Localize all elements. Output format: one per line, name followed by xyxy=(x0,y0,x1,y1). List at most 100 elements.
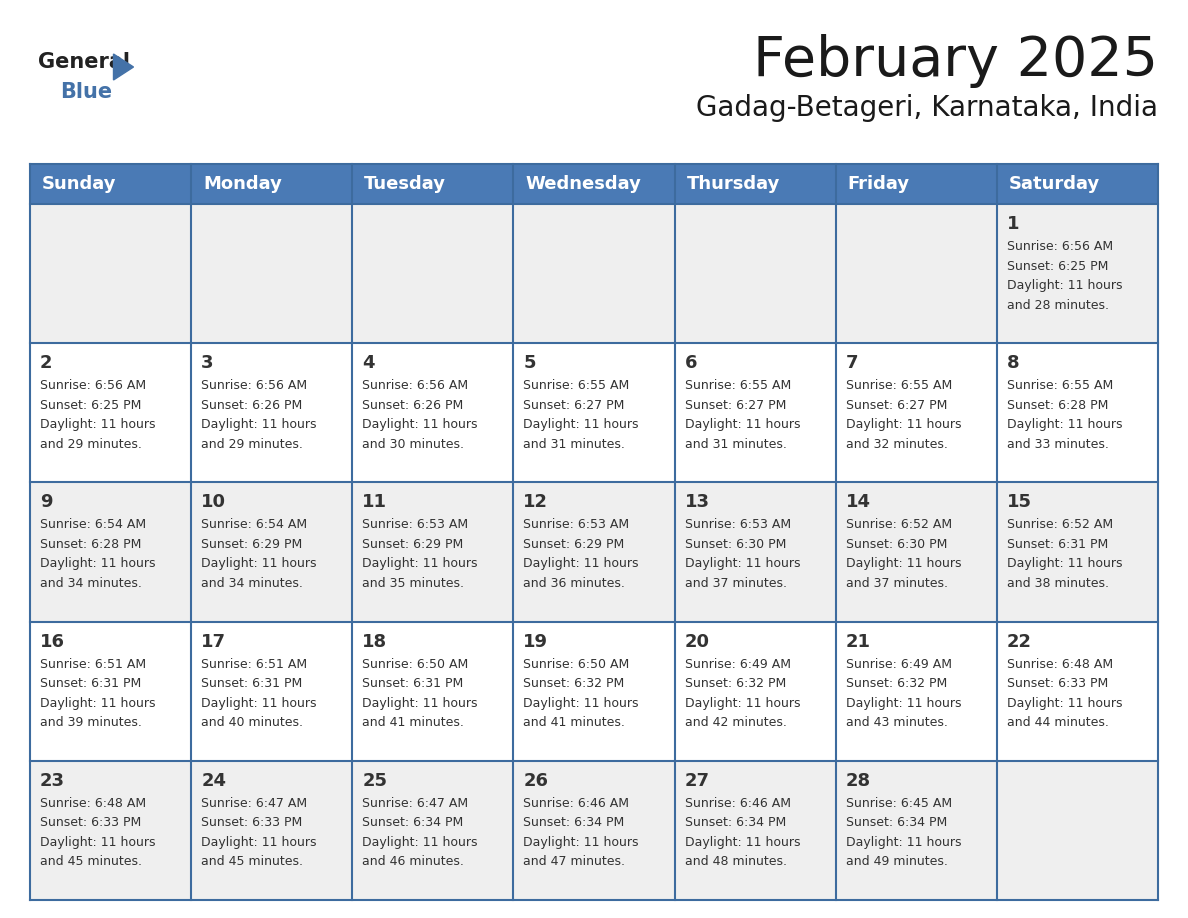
Text: Daylight: 11 hours: Daylight: 11 hours xyxy=(684,419,800,431)
Text: and 29 minutes.: and 29 minutes. xyxy=(40,438,141,451)
Text: Daylight: 11 hours: Daylight: 11 hours xyxy=(524,835,639,849)
Text: Sunset: 6:31 PM: Sunset: 6:31 PM xyxy=(201,677,303,690)
Text: Sunset: 6:31 PM: Sunset: 6:31 PM xyxy=(40,677,141,690)
Text: Sunset: 6:29 PM: Sunset: 6:29 PM xyxy=(524,538,625,551)
Text: Sunrise: 6:51 AM: Sunrise: 6:51 AM xyxy=(40,657,146,671)
Text: Sunset: 6:27 PM: Sunset: 6:27 PM xyxy=(524,398,625,411)
Text: Gadag-Betageri, Karnataka, India: Gadag-Betageri, Karnataka, India xyxy=(696,94,1158,122)
Text: Sunset: 6:27 PM: Sunset: 6:27 PM xyxy=(684,398,786,411)
Text: Wednesday: Wednesday xyxy=(525,175,642,193)
Text: Daylight: 11 hours: Daylight: 11 hours xyxy=(684,557,800,570)
Bar xyxy=(30,204,1158,343)
Text: Sunset: 6:32 PM: Sunset: 6:32 PM xyxy=(684,677,785,690)
Text: Sunrise: 6:54 AM: Sunrise: 6:54 AM xyxy=(40,519,146,532)
Text: General: General xyxy=(38,52,129,72)
Text: Sunrise: 6:51 AM: Sunrise: 6:51 AM xyxy=(201,657,308,671)
Text: and 38 minutes.: and 38 minutes. xyxy=(1007,577,1108,590)
Text: Daylight: 11 hours: Daylight: 11 hours xyxy=(524,697,639,710)
Text: Sunset: 6:33 PM: Sunset: 6:33 PM xyxy=(1007,677,1108,690)
Text: and 45 minutes.: and 45 minutes. xyxy=(40,856,143,868)
Text: 1: 1 xyxy=(1007,215,1019,233)
Text: and 29 minutes.: and 29 minutes. xyxy=(201,438,303,451)
Text: Sunset: 6:27 PM: Sunset: 6:27 PM xyxy=(846,398,947,411)
Text: Sunset: 6:28 PM: Sunset: 6:28 PM xyxy=(40,538,141,551)
Text: Saturday: Saturday xyxy=(1009,175,1100,193)
Text: Sunset: 6:34 PM: Sunset: 6:34 PM xyxy=(846,816,947,829)
Text: Sunset: 6:28 PM: Sunset: 6:28 PM xyxy=(1007,398,1108,411)
Text: and 31 minutes.: and 31 minutes. xyxy=(684,438,786,451)
Text: Sunrise: 6:49 AM: Sunrise: 6:49 AM xyxy=(684,657,790,671)
Text: Sunrise: 6:45 AM: Sunrise: 6:45 AM xyxy=(846,797,952,810)
Text: and 44 minutes.: and 44 minutes. xyxy=(1007,716,1108,729)
Text: 2: 2 xyxy=(40,354,52,372)
Text: Daylight: 11 hours: Daylight: 11 hours xyxy=(201,835,317,849)
Text: Friday: Friday xyxy=(848,175,910,193)
Text: Sunset: 6:32 PM: Sunset: 6:32 PM xyxy=(846,677,947,690)
Text: 28: 28 xyxy=(846,772,871,789)
Text: Daylight: 11 hours: Daylight: 11 hours xyxy=(846,835,961,849)
Text: and 39 minutes.: and 39 minutes. xyxy=(40,716,141,729)
Text: Sunset: 6:29 PM: Sunset: 6:29 PM xyxy=(201,538,303,551)
Text: Daylight: 11 hours: Daylight: 11 hours xyxy=(524,557,639,570)
Text: Sunrise: 6:47 AM: Sunrise: 6:47 AM xyxy=(201,797,308,810)
Text: Thursday: Thursday xyxy=(687,175,781,193)
Text: Sunset: 6:32 PM: Sunset: 6:32 PM xyxy=(524,677,625,690)
Text: Sunset: 6:31 PM: Sunset: 6:31 PM xyxy=(362,677,463,690)
Text: Daylight: 11 hours: Daylight: 11 hours xyxy=(524,419,639,431)
Text: Sunrise: 6:50 AM: Sunrise: 6:50 AM xyxy=(362,657,468,671)
Text: Sunset: 6:25 PM: Sunset: 6:25 PM xyxy=(40,398,141,411)
Text: Daylight: 11 hours: Daylight: 11 hours xyxy=(846,557,961,570)
Text: and 46 minutes.: and 46 minutes. xyxy=(362,856,465,868)
Text: 8: 8 xyxy=(1007,354,1019,372)
Text: and 32 minutes.: and 32 minutes. xyxy=(846,438,948,451)
Text: 10: 10 xyxy=(201,493,226,511)
Text: Sunrise: 6:52 AM: Sunrise: 6:52 AM xyxy=(846,519,952,532)
Text: 23: 23 xyxy=(40,772,65,789)
Text: Sunrise: 6:56 AM: Sunrise: 6:56 AM xyxy=(201,379,308,392)
Text: Daylight: 11 hours: Daylight: 11 hours xyxy=(201,557,317,570)
Text: 16: 16 xyxy=(40,633,65,651)
Text: 27: 27 xyxy=(684,772,709,789)
Text: and 30 minutes.: and 30 minutes. xyxy=(362,438,465,451)
Text: Sunrise: 6:48 AM: Sunrise: 6:48 AM xyxy=(40,797,146,810)
Text: Sunrise: 6:55 AM: Sunrise: 6:55 AM xyxy=(846,379,952,392)
Text: Sunrise: 6:48 AM: Sunrise: 6:48 AM xyxy=(1007,657,1113,671)
Text: Daylight: 11 hours: Daylight: 11 hours xyxy=(846,419,961,431)
Text: Daylight: 11 hours: Daylight: 11 hours xyxy=(362,835,478,849)
Text: and 49 minutes.: and 49 minutes. xyxy=(846,856,948,868)
Text: and 41 minutes.: and 41 minutes. xyxy=(524,716,625,729)
Text: Sunrise: 6:46 AM: Sunrise: 6:46 AM xyxy=(524,797,630,810)
Text: Daylight: 11 hours: Daylight: 11 hours xyxy=(40,835,156,849)
Text: Sunset: 6:30 PM: Sunset: 6:30 PM xyxy=(846,538,947,551)
Text: and 34 minutes.: and 34 minutes. xyxy=(201,577,303,590)
Text: Sunset: 6:31 PM: Sunset: 6:31 PM xyxy=(1007,538,1108,551)
Text: 26: 26 xyxy=(524,772,549,789)
Text: Sunset: 6:34 PM: Sunset: 6:34 PM xyxy=(362,816,463,829)
Text: Sunset: 6:26 PM: Sunset: 6:26 PM xyxy=(201,398,303,411)
Bar xyxy=(30,621,1158,761)
Text: 11: 11 xyxy=(362,493,387,511)
Text: Sunset: 6:29 PM: Sunset: 6:29 PM xyxy=(362,538,463,551)
Text: Sunrise: 6:53 AM: Sunrise: 6:53 AM xyxy=(524,519,630,532)
Text: and 33 minutes.: and 33 minutes. xyxy=(1007,438,1108,451)
Text: Daylight: 11 hours: Daylight: 11 hours xyxy=(201,419,317,431)
Bar xyxy=(30,164,1158,204)
Bar xyxy=(30,343,1158,482)
Text: 25: 25 xyxy=(362,772,387,789)
Text: Sunrise: 6:52 AM: Sunrise: 6:52 AM xyxy=(1007,519,1113,532)
Text: Sunset: 6:33 PM: Sunset: 6:33 PM xyxy=(201,816,303,829)
Text: 14: 14 xyxy=(846,493,871,511)
Text: 9: 9 xyxy=(40,493,52,511)
Text: Sunset: 6:34 PM: Sunset: 6:34 PM xyxy=(684,816,785,829)
Text: Sunrise: 6:54 AM: Sunrise: 6:54 AM xyxy=(201,519,308,532)
Text: Tuesday: Tuesday xyxy=(365,175,447,193)
Text: 22: 22 xyxy=(1007,633,1032,651)
Text: Sunrise: 6:56 AM: Sunrise: 6:56 AM xyxy=(40,379,146,392)
Text: and 43 minutes.: and 43 minutes. xyxy=(846,716,948,729)
Text: Daylight: 11 hours: Daylight: 11 hours xyxy=(362,419,478,431)
Text: and 40 minutes.: and 40 minutes. xyxy=(201,716,303,729)
Text: Sunset: 6:33 PM: Sunset: 6:33 PM xyxy=(40,816,141,829)
Text: 20: 20 xyxy=(684,633,709,651)
Text: Sunrise: 6:50 AM: Sunrise: 6:50 AM xyxy=(524,657,630,671)
Text: and 48 minutes.: and 48 minutes. xyxy=(684,856,786,868)
